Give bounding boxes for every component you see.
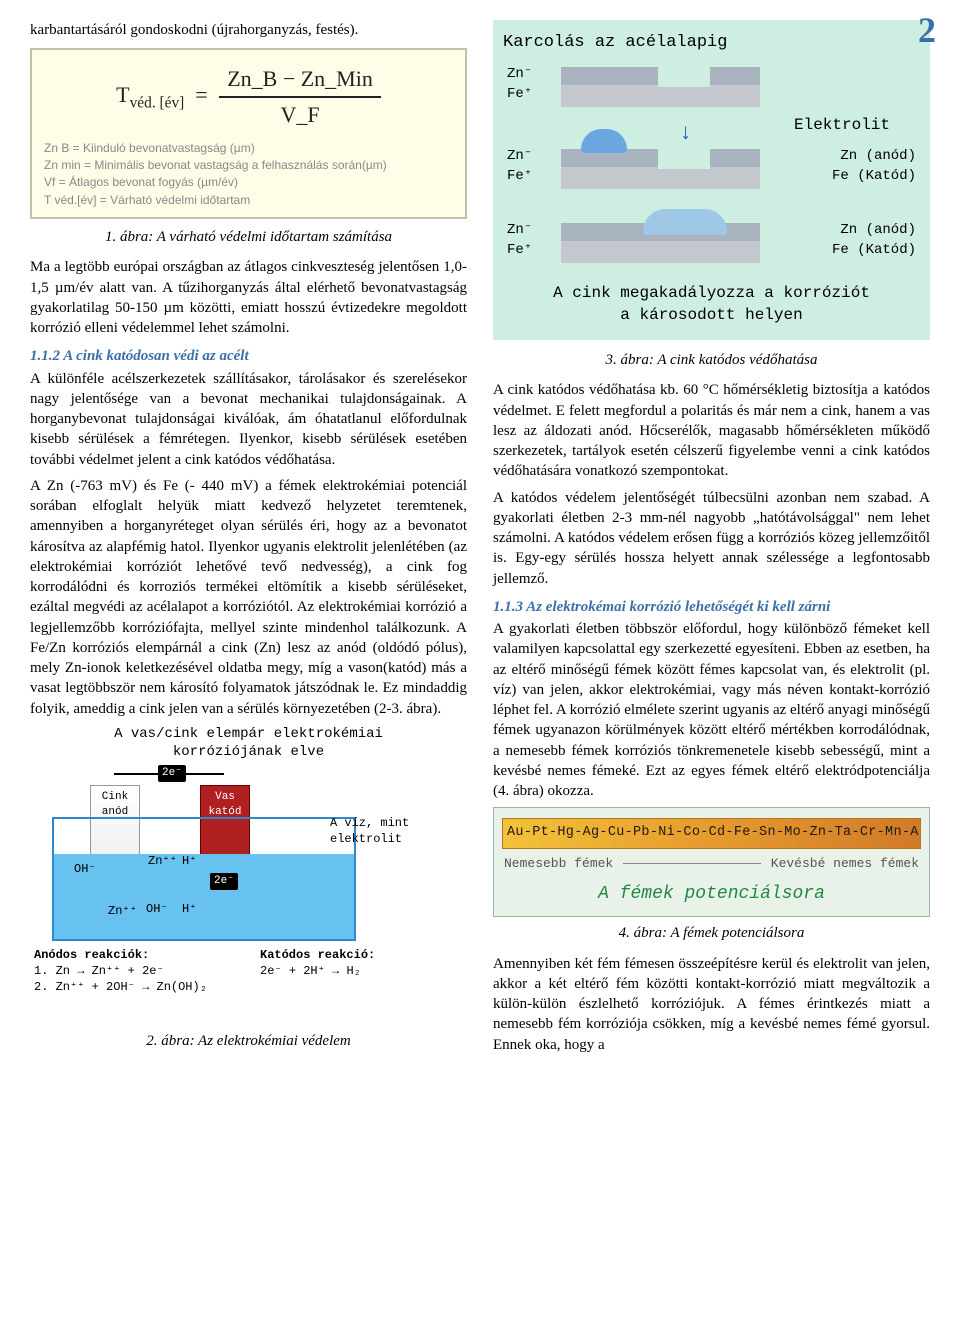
fig2-electron-box-2: 2e⁻ bbox=[210, 873, 238, 890]
fig4-left-label: Nemesebb fémek bbox=[504, 855, 613, 873]
fig3-zn-label-3: Zn⁻ bbox=[507, 221, 532, 240]
fig2-ion-oh-2: OH⁻ bbox=[146, 901, 168, 917]
fig3-electrolyte-drop bbox=[643, 209, 727, 235]
page: 2 karbantartásáról gondoskodni (újrahorg… bbox=[0, 0, 960, 1091]
fig2-ion-h: H⁺ bbox=[182, 853, 196, 869]
fig3-raindrop-icon bbox=[581, 129, 627, 153]
page-number: 2 bbox=[918, 6, 936, 55]
formula-fraction: Zn_B − Zn_Min V_F bbox=[219, 64, 381, 129]
formula-sub: véd. [év] bbox=[130, 94, 185, 111]
legend-row: T véd.[év] = Várható védelmi időtartam bbox=[44, 192, 457, 209]
legend-row: Zn min = Minimális bevonat vastagság a f… bbox=[44, 157, 457, 174]
fig3-panel-1: Zn⁻ Fe⁺ bbox=[503, 65, 920, 119]
fig4-band-label: A fémek potenciálsora bbox=[502, 882, 921, 906]
formula-lhs: Tvéd. [év] = bbox=[116, 80, 208, 114]
fig4-axis: Nemesebb fémek Kevésbé nemes fémek bbox=[504, 855, 919, 873]
formula-eq: = bbox=[195, 82, 207, 107]
paragraph: A katódos védelem jelentőségét túlbecsül… bbox=[493, 488, 930, 589]
fig3-bottom-2: a károsodott helyen bbox=[503, 305, 920, 327]
fig2-ion-zn: Zn⁺⁺ bbox=[148, 853, 177, 869]
fig2-title-2: korróziójának elve bbox=[173, 744, 324, 760]
paragraph: Ma a legtöbb európai országban az átlago… bbox=[30, 257, 467, 338]
fig2-ion-oh: OH⁻ bbox=[74, 861, 96, 877]
fig3-title: Karcolás az acélalapig bbox=[503, 32, 920, 55]
fig3-panel-3: Zn⁻ Fe⁺ Zn (anód) Fe (Katód) bbox=[503, 221, 920, 275]
fig3-zn-anod: Zn (anód) bbox=[840, 147, 916, 166]
fig3-zn-label-2: Zn⁻ bbox=[507, 147, 532, 166]
paragraph: A különféle acélszerkezetek szállításako… bbox=[30, 369, 467, 470]
paragraph: A cink katódos védőhatása kb. 60 °C hőmé… bbox=[493, 380, 930, 481]
fig2-anode-rx2: 2. Zn⁺⁺ + 2OH⁻ → Zn(OH)₂ bbox=[34, 980, 207, 994]
fig2-electron-box: 2e⁻ bbox=[158, 765, 186, 782]
formula-denominator: V_F bbox=[280, 98, 319, 130]
fig3-scratch-2 bbox=[658, 147, 710, 169]
fig3-fe-layer-3 bbox=[561, 241, 760, 263]
formula-numerator: Zn_B − Zn_Min bbox=[219, 64, 381, 98]
fig3-fe-label-2: Fe⁺ bbox=[507, 167, 532, 186]
fig3-fe-katod: Fe (Katód) bbox=[832, 167, 916, 186]
legend-row: Vf = Átlagos bevonat fogyás (µm/év) bbox=[44, 174, 457, 191]
fig2-ion-h-2: H⁺ bbox=[182, 901, 196, 917]
formula: Tvéd. [év] = Zn_B − Zn_Min V_F bbox=[40, 58, 457, 139]
fig2-tank bbox=[52, 817, 356, 941]
fig3-scratch bbox=[658, 65, 710, 87]
figure-2-caption: 2. ábra: Az elektrokémiai védelem bbox=[30, 1031, 467, 1051]
formula-T: T bbox=[116, 82, 129, 107]
fig3-arrow-icon: ↓ bbox=[679, 119, 692, 149]
fig3-elektrolit-label: Elektrolit bbox=[794, 115, 890, 137]
fig2-anode-rx-title: Anódos reakciók: bbox=[34, 948, 149, 962]
fig3-zn-anod-2: Zn (anód) bbox=[840, 221, 916, 240]
paragraph: A Zn (-763 mV) és Fe (- 440 mV) a fémek … bbox=[30, 476, 467, 719]
fig2-cathode-rx-title: Katódos reakció: bbox=[260, 948, 375, 962]
fig3-fe-layer-2 bbox=[561, 167, 760, 189]
fig2-ion-zn-2: Zn⁺⁺ bbox=[108, 903, 137, 919]
fig3-fe-label: Fe⁺ bbox=[507, 85, 532, 104]
fig3-zn-label: Zn⁻ bbox=[507, 65, 532, 84]
fig2-title: A vas/cink elempár elektrokémiai korrózi… bbox=[30, 725, 467, 761]
fig2-water-label: A víz, mint elektrolit bbox=[330, 815, 450, 847]
legend-row: Zn B = Kiinduló bevonatvastagság (µm) bbox=[44, 140, 457, 157]
paragraph: Amennyiben két fém fémesen összeépítésre… bbox=[493, 954, 930, 1055]
fig2-cathode-reactions: Katódos reakció: 2e⁻ + 2H⁺ → H₂ bbox=[260, 947, 375, 979]
figure-3-diagram: Karcolás az acélalapig Zn⁻ Fe⁺ Zn⁻ Fe⁺ Z… bbox=[493, 20, 930, 340]
fig3-fe-label-3: Fe⁺ bbox=[507, 241, 532, 260]
fig3-fe-katod-2: Fe (Katód) bbox=[832, 241, 916, 260]
fig3-panel-2: Zn⁻ Fe⁺ Zn (anód) Fe (Katód) Elektrolit … bbox=[503, 147, 920, 201]
figure-4-diagram: Au-Pt-Hg-Ag-Cu-Pb-Ni-Co-Cd-Fe-Sn-Mo-Zn-T… bbox=[493, 807, 930, 917]
fig2-anode-reactions: Anódos reakciók: 1. Zn → Zn⁺⁺ + 2e⁻ 2. Z… bbox=[34, 947, 207, 996]
figure-1-caption: 1. ábra: A várható védelmi időtartam szá… bbox=[30, 227, 467, 247]
figure-4-caption: 4. ábra: A fémek potenciálsora bbox=[493, 923, 930, 943]
fig2-water-l2: elektrolit bbox=[330, 832, 402, 846]
fig2-cathode-rx1: 2e⁻ + 2H⁺ → H₂ bbox=[260, 964, 361, 978]
fig3-fe-layer bbox=[561, 85, 760, 107]
section-112-heading: 1.1.2 A cink katódosan védi az acélt bbox=[30, 346, 467, 366]
section-113-heading: 1.1.3 Az elektrokémai korrózió lehetőség… bbox=[493, 597, 930, 617]
paragraph: A gyakorlati életben többször előfordul,… bbox=[493, 619, 930, 801]
fig2-cathode-l1: Vas bbox=[215, 791, 235, 803]
intro-paragraph: karbantartásáról gondoskodni (újrahorgan… bbox=[30, 20, 467, 40]
fig4-axis-arrow bbox=[623, 863, 761, 873]
figure-2-diagram: A vas/cink elempár elektrokémiai korrózi… bbox=[30, 725, 467, 1025]
fig2-title-1: A vas/cink elempár elektrokémiai bbox=[114, 726, 383, 742]
fig2-water-l1: A víz, mint bbox=[330, 816, 409, 830]
fig4-metal-series-strip: Au-Pt-Hg-Ag-Cu-Pb-Ni-Co-Cd-Fe-Sn-Mo-Zn-T… bbox=[502, 818, 921, 848]
formula-legend: Zn B = Kiinduló bevonatvastagság (µm) Zn… bbox=[40, 140, 457, 210]
fig2-water bbox=[54, 854, 354, 939]
figure-3-caption: 3. ábra: A cink katódos védőhatása bbox=[493, 350, 930, 370]
fig4-right-label: Kevésbé nemes fémek bbox=[771, 855, 919, 873]
fig3-bottom-1: A cink megakadályozza a korróziót bbox=[503, 283, 920, 305]
two-column-body: karbantartásáról gondoskodni (újrahorgan… bbox=[30, 20, 930, 1061]
fig2-anode-l1: Cink bbox=[102, 791, 128, 803]
figure-1-box: Tvéd. [év] = Zn_B − Zn_Min V_F Zn B = Ki… bbox=[30, 48, 467, 219]
fig2-anode-rx1: 1. Zn → Zn⁺⁺ + 2e⁻ bbox=[34, 964, 164, 978]
